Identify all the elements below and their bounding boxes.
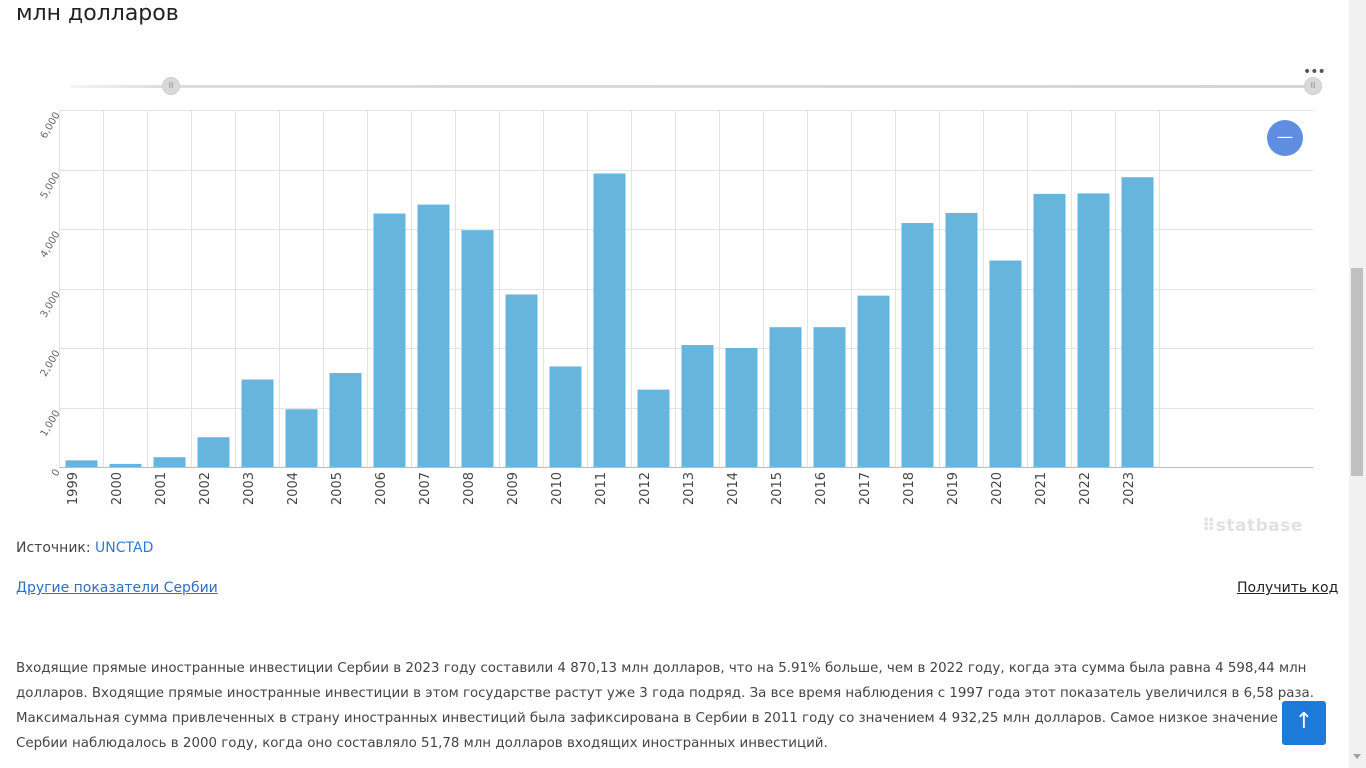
x-tick-label: 2013 [682,472,697,505]
x-tick-label: 2023 [1122,472,1137,505]
bar [1121,177,1154,467]
x-tick-label: 2018 [902,472,917,505]
scrollbar-thumb[interactable] [1351,268,1363,476]
bar [241,379,274,467]
source-line: Источник: UNCTAD [16,540,153,556]
bar [197,437,230,467]
description-text: Входящие прямые иностранные инвестиции С… [16,661,1315,751]
bar [373,213,406,467]
more-menu-icon[interactable]: ••• [1303,64,1326,80]
bar [417,204,450,467]
bar [1077,193,1110,467]
x-tick-label: 2016 [814,472,829,505]
range-handle-left[interactable]: II [162,77,180,95]
x-tick-label: 2010 [550,472,565,505]
x-tick-label: 2004 [286,472,301,505]
bar [285,409,318,467]
x-tick-label: 2001 [154,472,169,505]
zoom-reset-button[interactable]: — [1267,120,1303,156]
bar [725,348,758,467]
x-tick-label: 2022 [1078,472,1093,505]
x-tick-label: 2000 [110,472,125,505]
scroll-to-top-button[interactable]: ↑ [1282,701,1326,745]
x-tick-label: 2019 [946,472,961,505]
scroll-down-arrow-icon[interactable] [1353,754,1361,759]
bar [681,345,714,467]
bar [1033,193,1066,467]
x-tick-label: 1999 [66,472,81,505]
bar [461,230,494,467]
x-tick-label: 2005 [330,472,345,505]
bar [637,389,670,467]
statbase-watermark: ⠿statbase [1202,516,1303,536]
bar [857,295,890,467]
source-link[interactable]: UNCTAD [95,540,154,556]
x-tick-label: 2003 [242,472,257,505]
y-tick-label: 0 [50,468,63,479]
bar [593,173,626,467]
bar [549,366,582,467]
bar [65,460,98,467]
source-label: Источник: [16,540,91,556]
x-tick-label: 2007 [418,472,433,505]
bar [989,260,1022,467]
bar [945,212,978,467]
x-tick-label: 2011 [594,472,609,505]
x-tick-label: 2021 [1034,472,1049,505]
bar [329,372,362,467]
bar [813,327,846,467]
x-tick-label: 2006 [374,472,389,505]
other-indicators-link[interactable]: Другие показатели Сербии [16,580,218,596]
range-slider-track[interactable] [70,85,1314,88]
page-title: млн долларов [16,1,179,26]
x-tick-label: 2014 [726,472,741,505]
x-tick-label: 2002 [198,472,213,505]
x-tick-label: 2020 [990,472,1005,505]
x-tick-label: 2017 [858,472,873,505]
x-tick-label: 2009 [506,472,521,505]
bar [153,457,186,467]
x-tick-label: 2015 [770,472,785,505]
bar [901,223,934,467]
arrow-up-icon: ↑ [1294,709,1314,734]
bar [109,463,142,467]
page-scrollbar[interactable] [1349,0,1366,768]
get-code-link[interactable]: Получить код [1237,580,1339,596]
bar [769,327,802,467]
x-tick-label: 2008 [462,472,477,505]
x-tick-label: 2012 [638,472,653,505]
range-handle-right[interactable]: II [1304,77,1322,95]
bar [505,294,538,467]
